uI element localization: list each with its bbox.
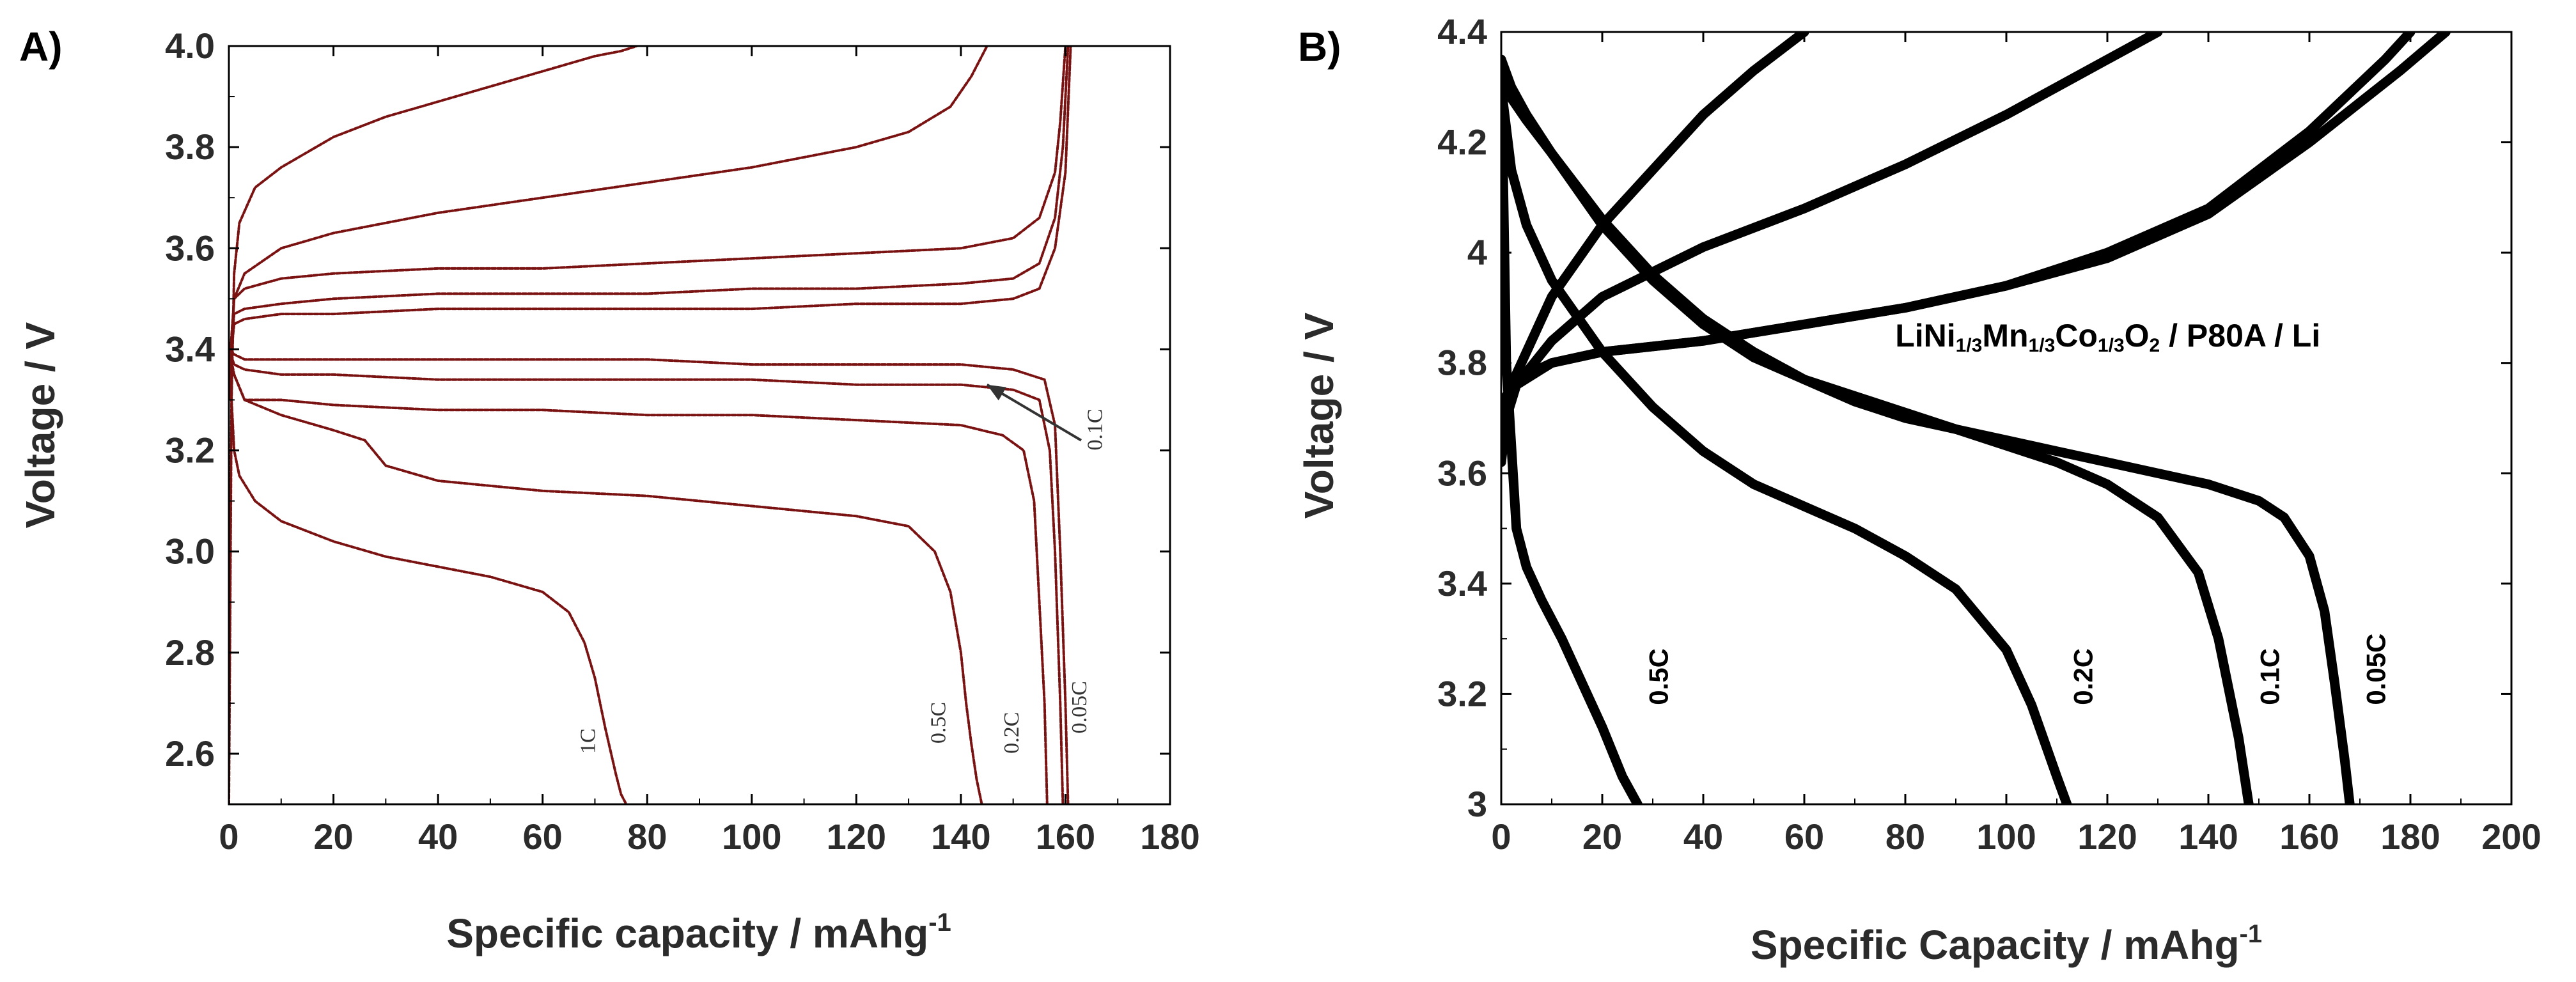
series-line-1c-discharge [229, 348, 628, 804]
cell-label-subscript: 1/3 [2098, 335, 2125, 356]
y-tick-label: 3.2 [1437, 673, 1487, 713]
series-line-0-2c-charge [229, 46, 1067, 376]
y-axis-title: Voltage / V [1296, 312, 1342, 518]
rate-label: 0.1C [2255, 648, 2285, 705]
y-tick-label: 3.8 [165, 127, 215, 167]
rate-label: 0.5C [1644, 648, 1674, 705]
y-tick-label: 2.6 [165, 733, 215, 774]
chart-panel-0: A) 0 20 40 60 80 100 120 140 160 180 2.6 2.8 3.0 3.2 3.… [17, 24, 1200, 956]
series-line-0-5c-charge [1501, 32, 1809, 467]
y-tick-label: 3.4 [165, 329, 215, 369]
y-tick-label: 3.2 [165, 430, 215, 471]
annotation-arrow-line [986, 384, 1082, 442]
series-line-0-2c-discharge [1501, 82, 2072, 804]
x-tick-label: 60 [1784, 816, 1824, 857]
x-tick-label: 20 [1582, 816, 1622, 857]
panel-label: A) [19, 24, 63, 70]
series-line-0-05c-discharge [229, 348, 1070, 804]
x-axis-title: Specific capacity / mAhg-1 [446, 908, 951, 956]
rate-label: 0.1C [1084, 409, 1107, 450]
x-axis-title-text: Specific capacity / mAhg [446, 910, 928, 956]
rate-label: 0.05C [1068, 681, 1091, 733]
cell-label-text: / P80A / Li [2160, 318, 2320, 354]
y-tick-label: 3.6 [165, 228, 215, 268]
series-line-0-05c-discharge [1501, 71, 2355, 804]
x-tick-label: 60 [523, 816, 563, 857]
y-tick-label: 3.8 [1437, 343, 1487, 383]
cell-label-text: Co [2055, 318, 2098, 354]
y-tick-label: 3.6 [1437, 453, 1487, 493]
series-line-0-1c-charge [229, 46, 1070, 376]
series-line-0-5c-charge [229, 46, 988, 401]
series-group [229, 46, 1072, 804]
x-tick-label: 140 [2178, 816, 2238, 857]
y-tick-label: 4.0 [165, 26, 215, 66]
plot-frame [228, 45, 1171, 806]
rate-label: 0.2C [1000, 712, 1024, 754]
y-tick-label: 4.4 [1437, 12, 1487, 52]
x-tick-label: 140 [931, 816, 990, 857]
x-tick-label: 0 [219, 816, 238, 857]
x-tick-label: 100 [722, 816, 781, 857]
rate-label: 0.2C [2068, 648, 2098, 705]
y-tick-label: 3 [1467, 784, 1487, 824]
annotation-arrow-head [987, 384, 1006, 401]
x-tick-label: 100 [1976, 816, 2036, 857]
x-tick-label: 180 [2380, 816, 2440, 857]
x-tick-label: 80 [627, 816, 667, 857]
series-line-0-2c-discharge [229, 348, 1049, 804]
series-line-0-1c-discharge [229, 348, 1065, 804]
x-axis-title-text: Specific Capacity / mAhg [1751, 922, 2240, 968]
x-tick-label: 160 [1036, 816, 1095, 857]
x-tick-label: 180 [1140, 816, 1199, 857]
y-tick-label: 4.2 [1437, 122, 1487, 162]
rate-label: 0.5C [926, 702, 950, 744]
series-group [1501, 32, 2451, 804]
series-line-0-1c-charge [1501, 32, 2416, 423]
x-axis-title-superscript: -1 [2240, 920, 2263, 948]
x-tick-label: 0 [1491, 816, 1511, 857]
y-axis-title: Voltage / V [17, 322, 63, 528]
x-tick-label: 40 [418, 816, 458, 857]
cell-label-text: LiNi [1895, 318, 1955, 354]
cell-label-text: Mn [1982, 318, 2028, 354]
series-line-0-5c-discharge [229, 348, 983, 804]
chart-panel-1: B) 0 20 40 60 80 100 120 140 160 180 200 3 3.2 3.4 3.6 3… [1296, 12, 2541, 968]
x-tick-label: 40 [1683, 816, 1723, 857]
x-tick-label: 80 [1885, 816, 1925, 857]
cell-label-text: O [2125, 318, 2150, 354]
rate-label: 0.05C [2361, 634, 2391, 705]
x-tick-label: 200 [2481, 816, 2541, 857]
series-line-1c-charge [229, 46, 638, 804]
cell-label-subscript: 2 [2150, 335, 2160, 356]
y-tick-label: 2.8 [165, 632, 215, 673]
series-line-0-05c-charge [1501, 32, 2451, 412]
series-line-0-1c-discharge [1501, 54, 2254, 804]
panel-label: B) [1298, 24, 1341, 70]
y-tick-label: 4 [1467, 232, 1487, 272]
x-tick-label: 120 [827, 816, 886, 857]
rate-label: 1C [576, 728, 600, 754]
x-tick-label: 120 [2077, 816, 2137, 857]
cell-label-subscript: 1/3 [2029, 335, 2056, 356]
y-tick-label: 3.4 [1437, 563, 1487, 604]
y-tick-label: 3.0 [165, 531, 215, 572]
x-tick-label: 160 [2279, 816, 2339, 857]
series-line-0-5c-discharge [1501, 54, 1643, 804]
x-tick-label: 20 [313, 816, 353, 857]
x-axis-title-superscript: -1 [928, 908, 951, 937]
cell-label: LiNi1/3Mn1/3Co1/3O2 / P80A / Li [1895, 318, 2320, 356]
x-axis-title: Specific Capacity / mAhg-1 [1751, 920, 2262, 968]
cell-label-subscript: 1/3 [1956, 335, 1983, 356]
series-line-0-05c-charge [229, 46, 1072, 376]
